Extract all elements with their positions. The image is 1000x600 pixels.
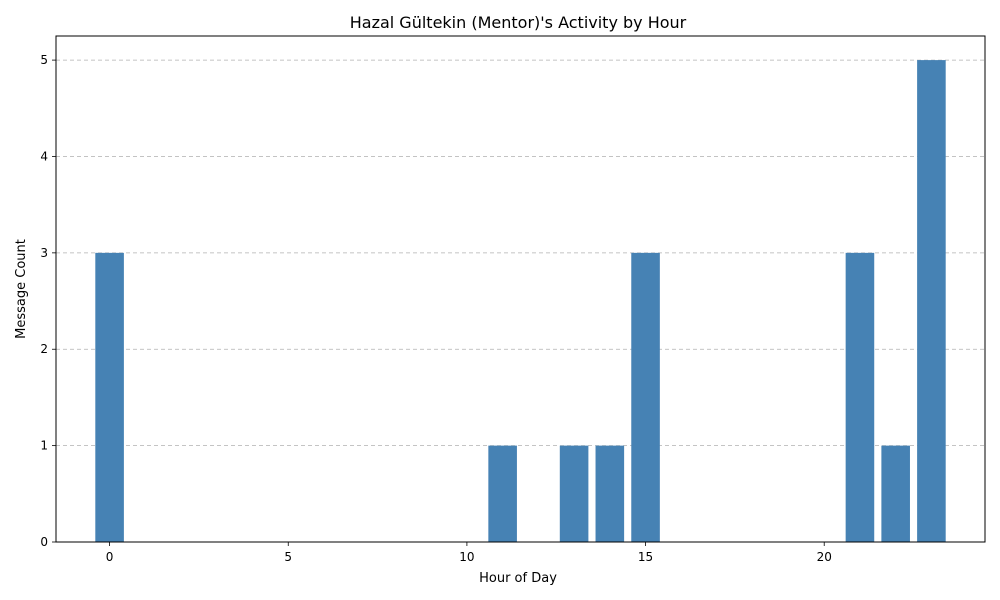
- bar-hour-22: [881, 445, 910, 542]
- x-axis-label: Hour of Day: [479, 571, 557, 586]
- bar-hour-23: [917, 60, 946, 542]
- y-tick-label: 5: [40, 53, 48, 67]
- y-tick-label: 4: [40, 149, 48, 163]
- y-tick-label: 2: [40, 342, 48, 356]
- bar-hour-14: [595, 445, 625, 542]
- x-tick-label: 10: [459, 550, 474, 564]
- x-tick-label: 0: [106, 550, 114, 564]
- x-tick-label: 15: [638, 550, 653, 564]
- bar-hour-13: [559, 445, 589, 542]
- bar-hour-11: [488, 445, 517, 542]
- chart-title: Hazal Gültekin (Mentor)'s Activity by Ho…: [350, 13, 687, 32]
- y-tick-label: 3: [40, 246, 48, 260]
- y-tick-label: 0: [40, 535, 48, 549]
- bar-hour-15: [631, 252, 660, 542]
- y-axis-label: Message Count: [14, 239, 29, 339]
- grid-lines: [56, 59, 985, 447]
- x-tick-label: 20: [817, 550, 832, 564]
- bar-hour-21: [845, 252, 875, 542]
- bars: [95, 60, 946, 542]
- y-axis-ticks: 0 1 2 3 4 5: [40, 53, 56, 549]
- bar-hour-0: [95, 252, 124, 542]
- plot-frame: [55, 35, 986, 543]
- x-tick-label: 5: [284, 550, 292, 564]
- x-axis-ticks: 0 5 10 15 20: [106, 542, 832, 564]
- y-tick-label: 1: [40, 439, 48, 453]
